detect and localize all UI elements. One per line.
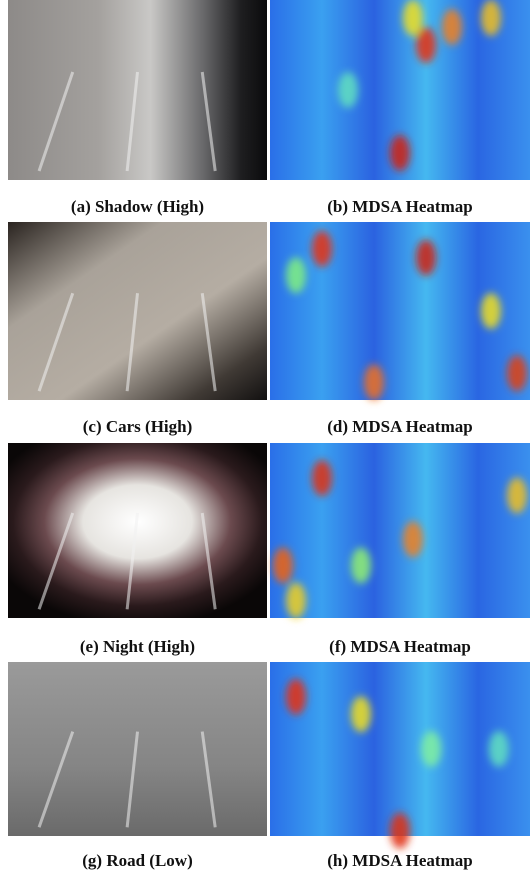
heat-spot bbox=[416, 27, 436, 63]
lane-mark bbox=[200, 293, 217, 392]
heat-spot bbox=[421, 731, 442, 767]
heat-spot bbox=[403, 0, 423, 36]
scene-image bbox=[8, 0, 267, 180]
heat-spots bbox=[273, 460, 527, 619]
heat-spot bbox=[312, 460, 332, 496]
heat-spot bbox=[312, 230, 332, 267]
lane-mark bbox=[37, 292, 75, 392]
heat-spot bbox=[507, 355, 527, 392]
heat-spots bbox=[338, 0, 501, 171]
lane-mark bbox=[125, 731, 139, 828]
scene-image bbox=[8, 222, 267, 400]
heat-spot bbox=[481, 0, 501, 36]
heat-spot bbox=[507, 477, 527, 514]
heat-spot bbox=[488, 731, 509, 767]
caption: (c) Cars (High) bbox=[83, 417, 193, 436]
lane-mark bbox=[200, 731, 217, 828]
lane-mark bbox=[125, 71, 139, 172]
caption: (e) Night (High) bbox=[80, 637, 195, 656]
lane-mark bbox=[200, 71, 217, 172]
lane-mark bbox=[125, 512, 139, 610]
heat-spot bbox=[338, 72, 358, 108]
lane-mark bbox=[37, 731, 75, 828]
caption: (h) MDSA Heatmap bbox=[327, 851, 472, 870]
heat-spot bbox=[351, 696, 371, 733]
photo bbox=[8, 662, 267, 836]
lane-mark bbox=[200, 512, 217, 610]
heat-spot bbox=[364, 364, 384, 401]
lane-mark bbox=[37, 512, 75, 610]
heat-spot bbox=[286, 678, 306, 715]
heatmap-image bbox=[270, 222, 530, 401]
heatmap-image bbox=[270, 0, 530, 180]
heat-spot bbox=[403, 521, 423, 558]
heat-spot bbox=[286, 582, 306, 619]
heat-spot bbox=[442, 9, 462, 45]
heat-base bbox=[270, 443, 530, 618]
photo bbox=[8, 222, 267, 400]
heat-spots bbox=[286, 678, 509, 849]
heatmap-image bbox=[270, 662, 530, 849]
lane-mark bbox=[125, 293, 139, 392]
lane-mark bbox=[37, 71, 75, 172]
caption: (f) MDSA Heatmap bbox=[329, 637, 471, 656]
caption: (b) MDSA Heatmap bbox=[327, 197, 472, 216]
caption: (a) Shadow (High) bbox=[71, 197, 204, 216]
heat-spots bbox=[286, 230, 527, 401]
scene-image bbox=[8, 443, 267, 618]
heat-spot bbox=[390, 135, 410, 171]
heat-spot bbox=[416, 239, 436, 276]
scene-image bbox=[8, 662, 267, 836]
heat-spot bbox=[481, 293, 501, 329]
heat-base bbox=[270, 662, 530, 836]
heatmap-image bbox=[270, 443, 530, 619]
caption: (d) MDSA Heatmap bbox=[327, 417, 472, 436]
caption: (g) Road (Low) bbox=[82, 851, 193, 870]
heat-spot bbox=[273, 547, 293, 584]
photo bbox=[8, 0, 267, 180]
heat-spot bbox=[286, 257, 306, 294]
photo bbox=[8, 443, 267, 618]
heat-spot bbox=[351, 547, 371, 584]
heat-spot bbox=[390, 812, 410, 849]
